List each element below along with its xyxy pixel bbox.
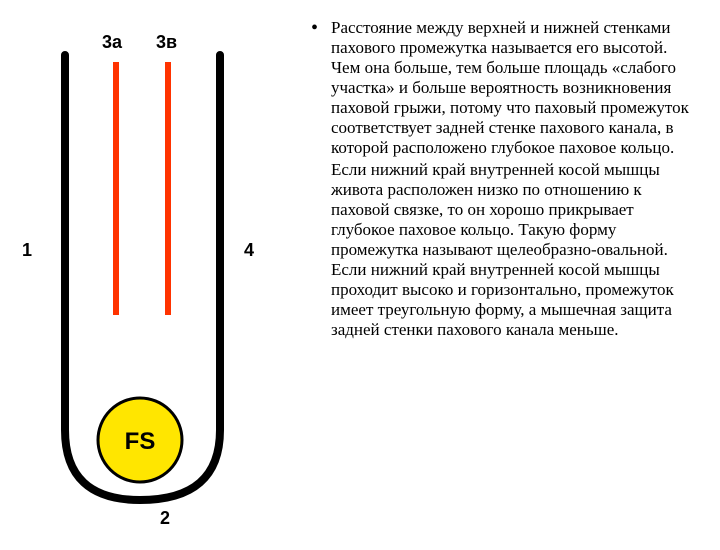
label-4: 4 [244,240,254,261]
label-3v: 3в [156,32,177,53]
bullet-paragraph-1: Расстояние между верхней и нижней стенка… [305,18,700,158]
fs-circle-label: FS [125,428,156,455]
paragraph-1: Расстояние между верхней и нижней стенка… [331,18,700,158]
paragraph-2: Если нижний край внутренней косой мышцы … [331,160,700,340]
text-column: Расстояние между верхней и нижней стенка… [300,10,700,530]
label-3a: 3а [102,32,122,53]
anatomy-diagram: FS [10,10,300,550]
paragraph-2-wrapper: Если нижний край внутренней косой мышцы … [305,160,700,340]
label-1: 1 [22,240,32,261]
page-container: FS 3а 3в 1 4 2 Расстояние между верхней … [0,0,720,540]
label-2: 2 [160,508,170,529]
diagram-column: FS 3а 3в 1 4 2 [10,10,300,530]
